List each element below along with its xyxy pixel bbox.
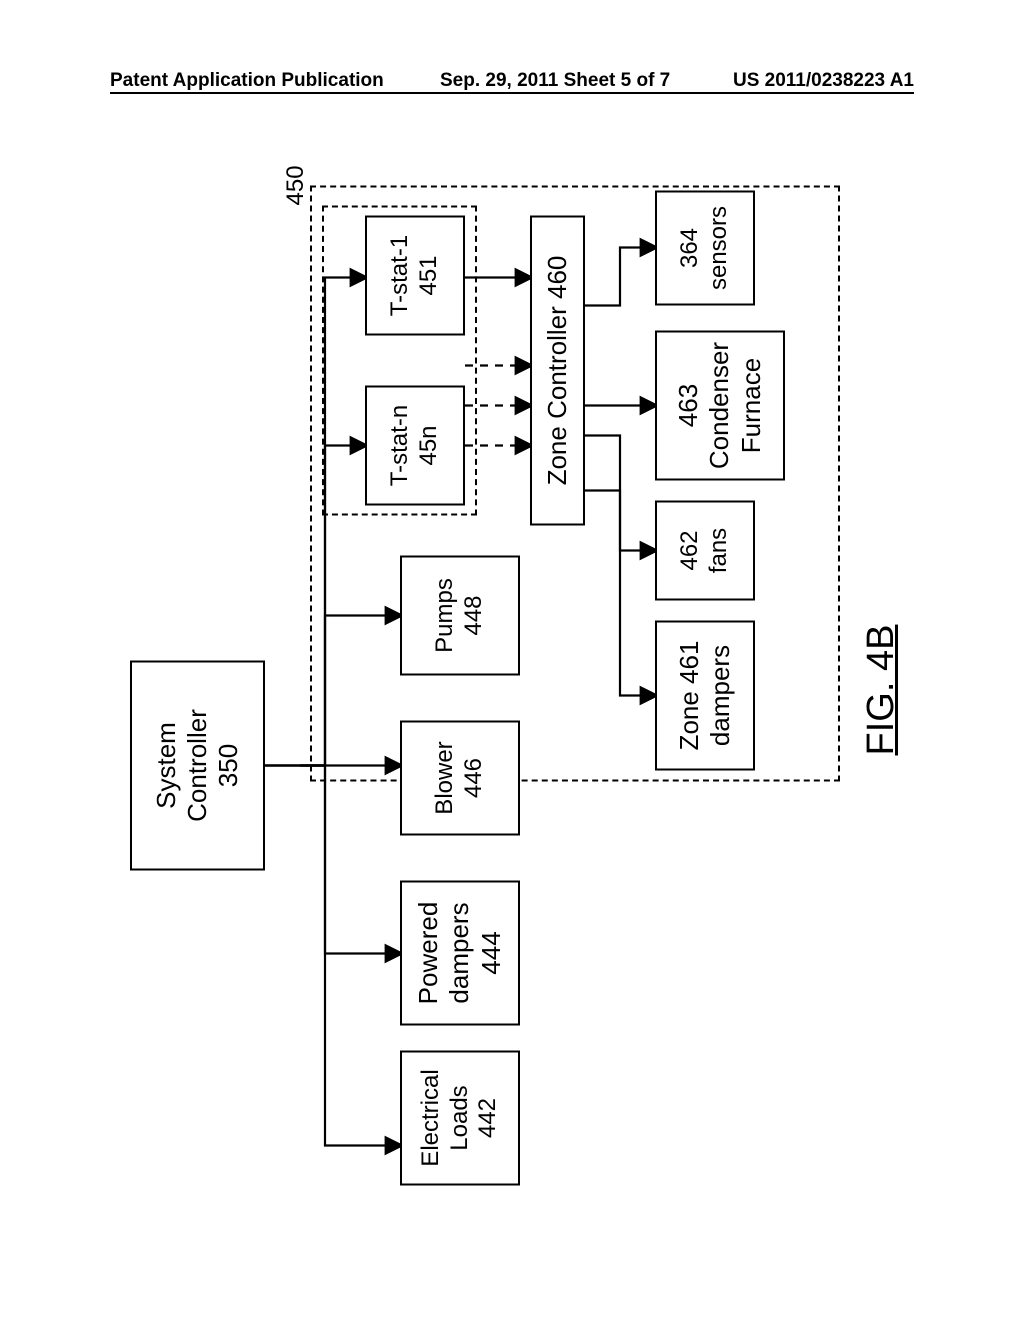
ref-450: 450 bbox=[282, 165, 310, 205]
box-label-sensors: 364 sensors bbox=[674, 199, 736, 295]
box-label-condenser: 463 Condenser Furnace bbox=[671, 335, 769, 474]
box-system-controller: System Controller 350 bbox=[130, 660, 265, 870]
box-label-blower: Blower 446 bbox=[429, 735, 491, 820]
box-condenser: 463 Condenser Furnace bbox=[655, 330, 785, 480]
box-sensors: 364 sensors bbox=[655, 190, 755, 305]
box-label-zone-controller: Zone Controller 460 bbox=[540, 249, 575, 491]
box-electrical-loads: Electrical Loads 442 bbox=[400, 1050, 520, 1185]
figure-canvas: 450System Controller 350Electrical Loads… bbox=[110, 170, 910, 1205]
box-pumps: Pumps 448 bbox=[400, 555, 520, 675]
box-zone-controller: Zone Controller 460 bbox=[530, 215, 585, 525]
header-left: Patent Application Publication bbox=[110, 70, 384, 92]
box-powered-dampers: Powered dampers 444 bbox=[400, 880, 520, 1025]
box-label-zone-dampers: Zone 461 dampers bbox=[672, 634, 738, 756]
figure-label: FIG. 4B bbox=[860, 624, 903, 755]
box-label-tstat-1: T-stat-1 451 bbox=[384, 228, 446, 321]
box-blower: Blower 446 bbox=[400, 720, 520, 835]
header-rule bbox=[110, 92, 914, 94]
box-label-fans: 462 fans bbox=[674, 521, 736, 578]
box-label-system-controller: System Controller 350 bbox=[149, 703, 247, 828]
box-label-pumps: Pumps 448 bbox=[429, 572, 491, 659]
box-tstat-n: T-stat-n 45n bbox=[365, 385, 465, 505]
box-label-tstat-n: T-stat-n 45n bbox=[384, 398, 446, 491]
header-mid: Sep. 29, 2011 Sheet 5 of 7 bbox=[440, 70, 670, 92]
box-label-powered-dampers: Powered dampers 444 bbox=[411, 895, 509, 1010]
box-fans: 462 fans bbox=[655, 500, 755, 600]
header-right: US 2011/0238223 A1 bbox=[733, 70, 914, 92]
box-label-electrical-loads: Electrical Loads 442 bbox=[415, 1063, 505, 1172]
box-tstat-1: T-stat-1 451 bbox=[365, 215, 465, 335]
box-zone-dampers: Zone 461 dampers bbox=[655, 620, 755, 770]
